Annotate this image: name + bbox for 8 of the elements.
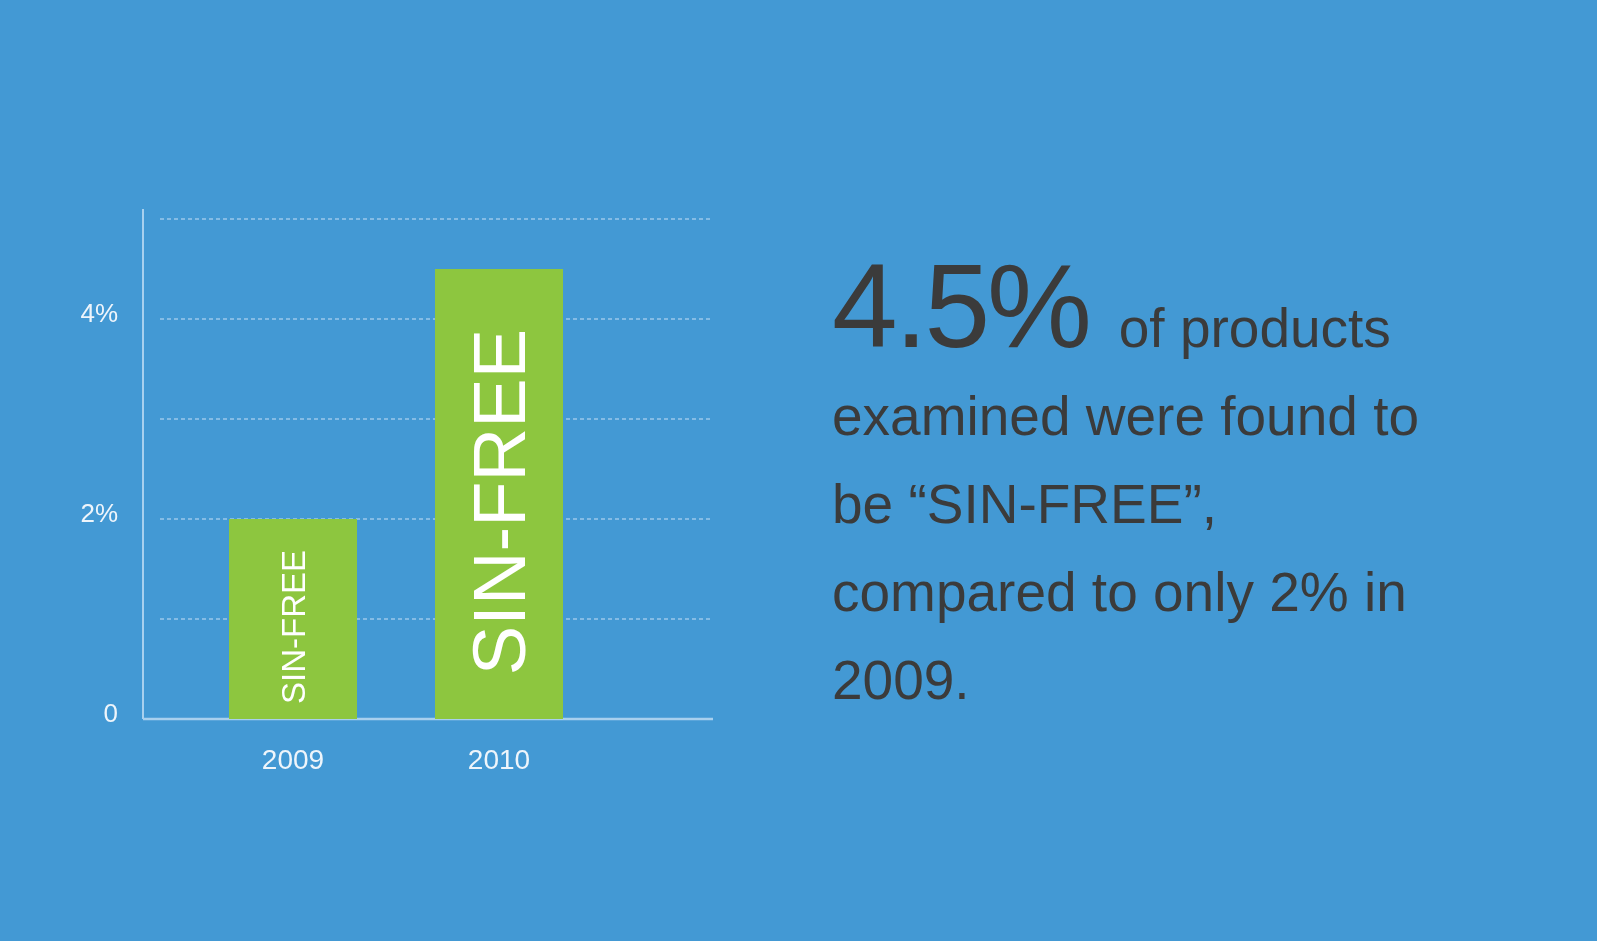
y-tick-label: 4% (80, 297, 118, 328)
y-tick-label: 2% (80, 497, 118, 528)
x-tick-label: 2010 (467, 744, 531, 775)
x-tick-label: 2009 (261, 744, 325, 775)
annotation: SIN-FREE (457, 328, 541, 676)
annotation: SIN-FREE (274, 549, 312, 705)
text: 4.5% of products examined were found to be “SIN-FREE”, compared to only 2% in 2009. (832, 240, 1421, 713)
y-tick-label: 0 (103, 697, 118, 728)
